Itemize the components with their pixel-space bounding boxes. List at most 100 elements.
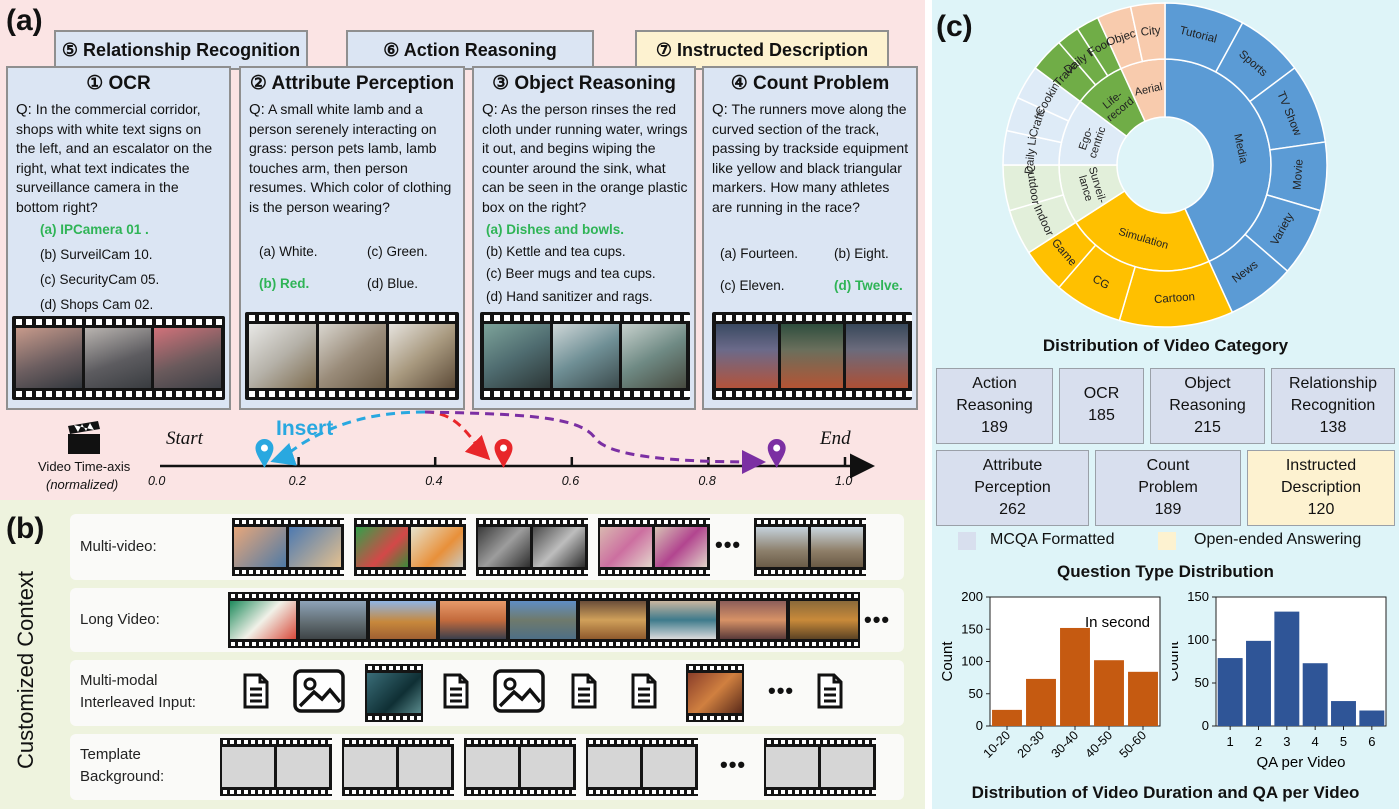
video-clip (686, 664, 744, 722)
bar (1274, 611, 1300, 726)
qtype-name: Object (1184, 375, 1231, 392)
bar (1246, 640, 1271, 726)
bar (1094, 660, 1124, 726)
qtype-box: Attribute Perception 262 (936, 450, 1089, 526)
y-tick-label: 150 (961, 621, 983, 636)
row-label: Long Video: (80, 611, 160, 628)
x-tick-label: 40-50 (1083, 728, 1116, 761)
axis-sublabel: (normalized) (46, 477, 119, 492)
option-b: (b) Kettle and tea cups. (486, 244, 626, 259)
video-clip (598, 518, 710, 576)
row-long-video: Long Video: ••• (70, 588, 904, 652)
qtype-count: 189 (981, 419, 1008, 436)
side-title: Customized Context (13, 570, 38, 770)
image-icon (293, 669, 345, 713)
question-text: Q: In the commercial corridor, shops wit… (16, 101, 213, 215)
y-tick-label: 100 (1187, 632, 1209, 647)
card-title: ④ Count Problem (730, 73, 890, 94)
bar (1359, 710, 1385, 726)
x-tick-label: 3 (1283, 734, 1290, 749)
video-filmstrip (12, 316, 225, 400)
y-tick-label: 0 (976, 718, 983, 733)
row-multi-video: Multi-video: ••• (70, 514, 904, 580)
tick-label: 0.2 (288, 474, 306, 488)
ellipsis: ••• (864, 607, 891, 632)
video-filmstrip (712, 312, 912, 400)
x-tick-label: 20-30 (1015, 728, 1048, 761)
y-axis-label: Count (1172, 641, 1182, 682)
qtype-name: Reasoning (1169, 397, 1246, 414)
question-text: Q: The runners move along the curved sec… (712, 101, 909, 215)
location-pin-icon (767, 439, 786, 468)
qtype-count: 262 (999, 501, 1026, 518)
qtype-box: OCR 185 (1059, 368, 1144, 444)
bar (1217, 658, 1243, 726)
qtype-count: 215 (1194, 419, 1221, 436)
x-axis-label: QA per Video (1257, 754, 1346, 771)
template-frame (764, 738, 876, 796)
option-c: (c) SecurityCam 05. (40, 272, 160, 287)
ellipsis: ••• (715, 532, 742, 557)
bar (1060, 627, 1090, 726)
template-frame (586, 738, 698, 796)
option-c: (c) Beer mugs and tea cups. (486, 266, 656, 281)
y-tick-label: 50 (1195, 675, 1209, 690)
question-text: Q: A small white lamb and a person seren… (249, 101, 452, 215)
qtype-count: 120 (1307, 501, 1335, 518)
bar (992, 709, 1022, 726)
panel-b-label: (b) (6, 512, 45, 545)
option-a: (a) Dishes and bowls. (486, 222, 625, 237)
panel-a: (a) ⑤ Relationship Recognition ⑥ Action … (0, 0, 925, 500)
legend-open: Open-ended Answering (1194, 531, 1362, 548)
start-label: Start (166, 428, 203, 449)
end-label: End (820, 428, 851, 449)
location-pin-icon (494, 439, 513, 468)
long-video-clip (228, 592, 860, 648)
y-tick-label: 150 (1187, 589, 1209, 604)
card-count-problem: ④ Count Problem Q: The runners move alon… (702, 66, 918, 410)
document-icon (243, 673, 269, 709)
tick-label: 0.0 (148, 474, 166, 488)
row-interleaved-input: Multi-modal Interleaved Input: ••• (70, 660, 904, 726)
qtype-box: Object Reasoning 215 (1150, 368, 1265, 444)
video-clip (232, 518, 344, 576)
location-pin-icon (255, 439, 274, 468)
qtype-name: Action (972, 375, 1017, 392)
sunburst-segment (1129, 2, 1166, 63)
option-d: (d) Shops Cam 02. (40, 297, 154, 312)
legend-mcqa: MCQA Formatted (990, 531, 1115, 548)
ellipsis: ••• (768, 678, 795, 703)
qtype-count: 189 (1154, 501, 1182, 518)
option-d: (d) Twelve. (834, 278, 903, 293)
option-a: (a) Fourteen. (720, 246, 799, 261)
x-tick-label: 1 (1227, 734, 1234, 749)
option-a: (a) IPCamera 01 . (40, 222, 149, 237)
y-tick-label: 100 (961, 654, 983, 669)
panel-c-label: (c) (936, 10, 973, 43)
panel-c: (c) Media Simulation Surveil-lance Ego-cent… (932, 0, 1399, 809)
tick-label: 0.4 (425, 474, 443, 488)
card-ocr: ① OCR Q: In the commercial corridor, sho… (6, 66, 231, 410)
x-tick-label: 30-40 (1049, 728, 1082, 761)
video-clip (754, 518, 866, 576)
x-tick-label: 50-60 (1117, 728, 1150, 761)
legend-swatch-mcqa (958, 532, 976, 550)
qtype-count: 185 (1088, 407, 1115, 424)
document-icon (443, 673, 469, 709)
bottom-title: Distribution of Video Duration and QA pe… (971, 783, 1360, 802)
legend-swatch-open (1158, 532, 1176, 550)
plot-frame (1215, 596, 1387, 727)
card-relationship-recognition: ⑤ Relationship Recognition (54, 30, 308, 70)
sunburst-label: Cartoon (1154, 291, 1196, 306)
qtype-name: Perception (974, 479, 1051, 496)
card-title: ③ Object Reasoning (492, 73, 676, 94)
option-b: (b) Eight. (834, 246, 889, 261)
card-title: ② Attribute Perception (249, 73, 455, 94)
tick-label: 1.0 (835, 474, 853, 488)
qa-per-video-chart: 0 50 100 150 1 2 3 4 5 6 Count QA per Video (1172, 589, 1387, 771)
clapperboard-icon (64, 420, 104, 456)
panel-a-label: (a) (6, 4, 43, 37)
template-frame (464, 738, 576, 796)
bar (1331, 701, 1356, 726)
sunburst-title: Distribution of Video Category (1042, 336, 1289, 355)
